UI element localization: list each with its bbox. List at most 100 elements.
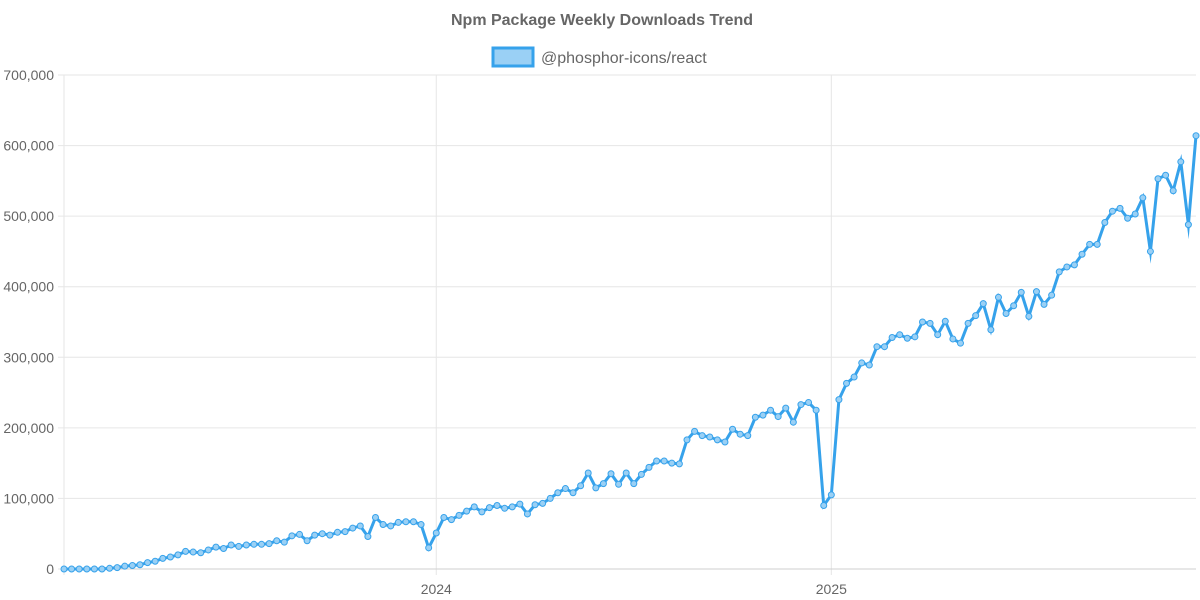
data-point[interactable] bbox=[987, 326, 995, 334]
data-point[interactable] bbox=[964, 319, 972, 327]
data-point[interactable] bbox=[235, 542, 243, 550]
data-point[interactable] bbox=[919, 318, 926, 326]
data-point[interactable] bbox=[425, 544, 433, 552]
data-point[interactable] bbox=[250, 540, 258, 548]
legend-swatch[interactable] bbox=[491, 46, 535, 68]
data-point[interactable] bbox=[402, 518, 410, 526]
data-point[interactable] bbox=[1093, 240, 1101, 248]
data-point[interactable] bbox=[979, 300, 987, 308]
data-point[interactable] bbox=[729, 425, 737, 433]
data-point[interactable] bbox=[364, 533, 372, 541]
legend-label[interactable]: @phosphor-icons/react bbox=[541, 50, 707, 67]
data-point[interactable] bbox=[1124, 214, 1132, 222]
data-point[interactable] bbox=[334, 528, 341, 536]
data-point[interactable] bbox=[296, 530, 304, 538]
data-point[interactable] bbox=[394, 518, 402, 526]
data-point[interactable] bbox=[409, 518, 417, 526]
data-point[interactable] bbox=[789, 418, 797, 426]
data-point[interactable] bbox=[858, 359, 866, 367]
data-point[interactable] bbox=[584, 469, 592, 477]
data-point[interactable] bbox=[1063, 263, 1071, 271]
data-point[interactable] bbox=[220, 545, 228, 553]
data-point[interactable] bbox=[850, 373, 858, 381]
data-point[interactable] bbox=[812, 406, 820, 414]
data-point[interactable] bbox=[98, 565, 106, 573]
data-point[interactable] bbox=[1184, 221, 1192, 229]
data-point[interactable] bbox=[326, 531, 334, 539]
data-point[interactable] bbox=[288, 532, 296, 540]
data-point[interactable] bbox=[835, 396, 843, 404]
data-point[interactable] bbox=[1070, 261, 1078, 269]
data-point[interactable] bbox=[212, 543, 220, 551]
data-point[interactable] bbox=[485, 504, 493, 512]
data-point[interactable] bbox=[227, 541, 235, 549]
data-point[interactable] bbox=[911, 333, 919, 341]
data-point[interactable] bbox=[463, 507, 471, 515]
data-point[interactable] bbox=[843, 379, 851, 387]
data-point[interactable] bbox=[356, 522, 364, 530]
data-point[interactable] bbox=[128, 561, 136, 569]
data-point[interactable] bbox=[318, 530, 326, 538]
data-point[interactable] bbox=[204, 546, 212, 554]
data-point[interactable] bbox=[1101, 218, 1109, 226]
data-point[interactable] bbox=[615, 480, 623, 488]
data-point[interactable] bbox=[136, 561, 144, 569]
data-point[interactable] bbox=[827, 491, 835, 499]
data-point[interactable] bbox=[569, 489, 577, 497]
data-point[interactable] bbox=[508, 503, 516, 511]
data-point[interactable] bbox=[539, 499, 547, 507]
data-point[interactable] bbox=[1162, 171, 1170, 179]
data-point[interactable] bbox=[820, 501, 828, 509]
legend[interactable]: @phosphor-icons/react bbox=[491, 46, 707, 68]
data-point[interactable] bbox=[447, 516, 455, 524]
data-point[interactable] bbox=[379, 521, 387, 529]
data-point[interactable] bbox=[470, 503, 478, 511]
data-point[interactable] bbox=[242, 541, 250, 549]
data-point[interactable] bbox=[668, 459, 676, 467]
data-point[interactable] bbox=[896, 331, 904, 339]
data-point[interactable] bbox=[516, 500, 524, 508]
data-point[interactable] bbox=[189, 548, 197, 556]
data-point[interactable] bbox=[166, 553, 174, 561]
data-point[interactable] bbox=[1048, 291, 1056, 299]
data-point[interactable] bbox=[751, 413, 759, 421]
data-point[interactable] bbox=[144, 559, 152, 567]
data-point[interactable] bbox=[455, 511, 463, 519]
data-point[interactable] bbox=[493, 501, 501, 509]
data-point[interactable] bbox=[691, 427, 699, 435]
data-point[interactable] bbox=[265, 540, 273, 548]
data-point[interactable] bbox=[698, 432, 706, 440]
data-point[interactable] bbox=[865, 361, 873, 369]
data-point[interactable] bbox=[531, 501, 539, 509]
data-point[interactable] bbox=[903, 334, 911, 342]
data-point[interactable] bbox=[387, 522, 395, 530]
data-point[interactable] bbox=[501, 504, 509, 512]
data-point[interactable] bbox=[197, 549, 205, 557]
data-point[interactable] bbox=[577, 482, 585, 490]
data-point[interactable] bbox=[83, 565, 91, 573]
data-point[interactable] bbox=[873, 343, 881, 351]
data-point[interactable] bbox=[1055, 268, 1063, 276]
data-point[interactable] bbox=[926, 319, 934, 327]
data-point[interactable] bbox=[721, 438, 729, 446]
data-point[interactable] bbox=[599, 480, 607, 488]
data-point[interactable] bbox=[653, 457, 661, 465]
data-point[interactable] bbox=[546, 494, 554, 502]
data-point[interactable] bbox=[949, 335, 957, 343]
data-point[interactable] bbox=[432, 529, 440, 537]
data-point[interactable] bbox=[660, 457, 668, 465]
data-point[interactable] bbox=[622, 469, 630, 477]
data-point[interactable] bbox=[561, 485, 569, 493]
data-point[interactable] bbox=[941, 317, 949, 325]
data-point[interactable] bbox=[1131, 210, 1139, 218]
data-point[interactable] bbox=[1010, 302, 1018, 310]
data-point[interactable] bbox=[440, 513, 448, 521]
data-point[interactable] bbox=[371, 513, 379, 521]
data-point[interactable] bbox=[888, 334, 896, 342]
data-point[interactable] bbox=[637, 470, 645, 478]
data-point[interactable] bbox=[1116, 204, 1124, 212]
data-point[interactable] bbox=[759, 411, 767, 419]
data-point[interactable] bbox=[1040, 300, 1048, 308]
data-point[interactable] bbox=[349, 524, 357, 532]
data-point[interactable] bbox=[994, 293, 1002, 301]
